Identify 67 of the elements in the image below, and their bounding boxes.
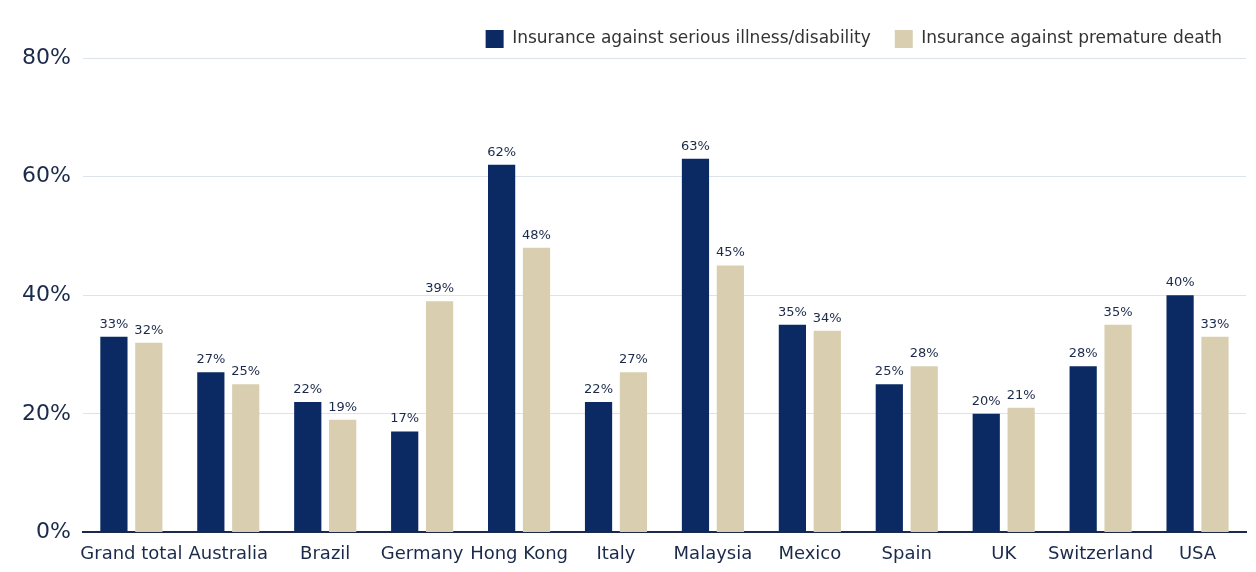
bar	[197, 372, 225, 532]
x-tick-label: USA	[1178, 541, 1217, 563]
bar	[813, 330, 841, 532]
legend-label: Insurance against serious illness/disability	[512, 27, 871, 48]
data-label: 27%	[196, 351, 226, 367]
data-label: 25%	[874, 363, 904, 379]
x-tick-label: Australia	[188, 541, 269, 563]
data-label: 45%	[715, 244, 745, 260]
y-tick-label: 80%	[21, 43, 71, 69]
bar	[778, 324, 806, 532]
bar	[294, 401, 322, 532]
bar	[100, 336, 128, 532]
bar	[681, 158, 710, 532]
data-label: 34%	[812, 309, 842, 325]
legend-label: Insurance against premature death	[921, 27, 1223, 48]
data-label: 20%	[971, 392, 1001, 408]
bar	[619, 372, 648, 532]
y-tick-label: 0%	[35, 518, 71, 544]
bar	[522, 247, 551, 532]
data-label: 33%	[1200, 315, 1230, 331]
bar	[875, 384, 903, 532]
bar	[584, 401, 613, 532]
x-tick-label: Mexico	[778, 541, 842, 563]
bar	[1007, 407, 1035, 532]
data-label: 35%	[777, 303, 807, 319]
bar	[329, 419, 357, 532]
bar	[716, 265, 744, 532]
bar	[972, 413, 1000, 532]
x-tick-label: Malaysia	[673, 541, 753, 563]
bar	[425, 301, 454, 532]
data-label: 27%	[618, 351, 648, 367]
x-tick-label: Spain	[881, 541, 932, 563]
data-label: 22%	[293, 380, 323, 396]
bar	[488, 164, 516, 532]
x-tick-label: Switzerland	[1048, 541, 1154, 563]
data-label: 17%	[390, 410, 420, 426]
data-label: 32%	[134, 321, 164, 337]
data-label: 62%	[487, 143, 517, 159]
bar	[1166, 295, 1194, 532]
data-label: 48%	[522, 226, 551, 242]
x-tick-label: Italy	[596, 541, 636, 563]
data-label: 19%	[328, 398, 358, 414]
data-label: 40%	[1165, 274, 1195, 290]
bar	[391, 431, 419, 532]
data-label: 28%	[909, 345, 939, 361]
x-tick-label: Brazil	[300, 541, 351, 563]
data-label: 21%	[1006, 386, 1036, 402]
x-tick-label: UK	[991, 541, 1018, 563]
data-label: 33%	[99, 315, 129, 331]
bar	[910, 366, 938, 532]
x-tick-label: Grand total	[80, 541, 183, 563]
data-label: 25%	[231, 363, 261, 379]
bar	[1104, 324, 1132, 532]
data-label: 63%	[681, 137, 710, 153]
bar	[135, 342, 163, 532]
data-label: 39%	[425, 280, 455, 296]
y-tick-label: 40%	[21, 280, 71, 306]
bar	[232, 384, 260, 532]
y-tick-label: 60%	[21, 162, 71, 188]
bar	[1069, 366, 1097, 532]
x-tick-label: Hong Kong	[470, 541, 568, 563]
data-label: 22%	[584, 380, 613, 396]
bar	[1201, 336, 1229, 532]
x-tick-label: Germany	[380, 541, 464, 563]
y-tick-label: 20%	[21, 399, 71, 425]
data-label: 28%	[1068, 345, 1098, 361]
data-label: 35%	[1103, 303, 1133, 319]
